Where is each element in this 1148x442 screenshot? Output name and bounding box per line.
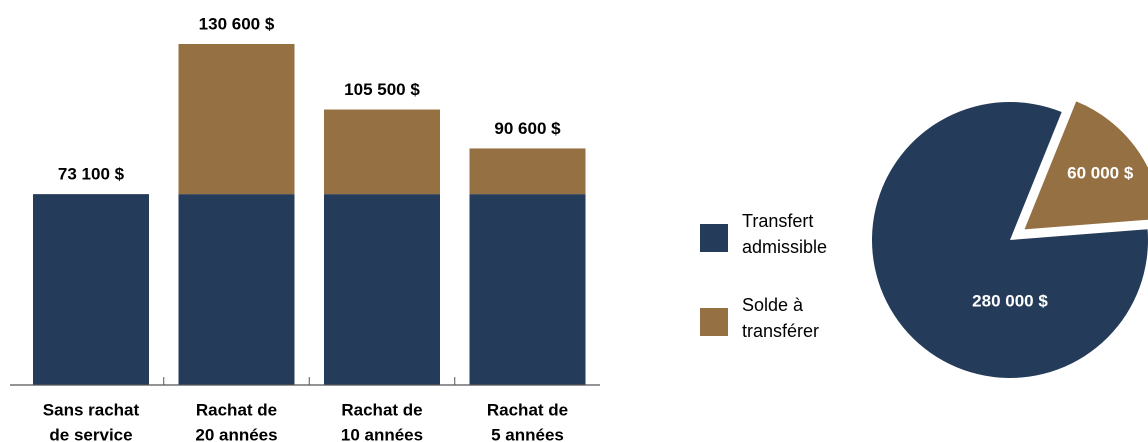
- bar-segment: [178, 44, 295, 195]
- x-tick-label: 20 années: [195, 425, 277, 442]
- x-tick-label: Rachat de: [487, 400, 568, 419]
- x-tick-label: de service: [49, 425, 132, 442]
- pie-slice: [872, 102, 1148, 378]
- legend-swatch: [700, 308, 728, 336]
- slice-label: 60 000 $: [1067, 163, 1134, 182]
- total-label: 105 500 $: [344, 80, 420, 99]
- legend-label: Solde à transférer: [742, 295, 820, 341]
- legend-label: Transfert admissible: [742, 211, 828, 257]
- bar-segment: [178, 194, 295, 385]
- bar-segment: [469, 148, 586, 195]
- x-tick-label: 10 années: [341, 425, 423, 442]
- bar-segment: [469, 194, 586, 385]
- x-tick-label: Rachat de: [196, 400, 277, 419]
- total-label: 130 600 $: [199, 14, 275, 33]
- bar-segment: [324, 194, 440, 385]
- total-label: 90 600 $: [494, 119, 561, 138]
- total-label: 73 100 $: [58, 165, 125, 184]
- x-tick-label: Rachat de: [341, 400, 422, 419]
- pie-slice: [1024, 101, 1148, 230]
- bar-segment: [324, 109, 440, 195]
- x-tick-label: 5 années: [491, 425, 564, 442]
- x-tick-label: Sans rachat: [43, 400, 140, 419]
- slice-label: 280 000 $: [972, 291, 1048, 310]
- bar-segment: [33, 194, 149, 385]
- legend-swatch: [700, 224, 728, 252]
